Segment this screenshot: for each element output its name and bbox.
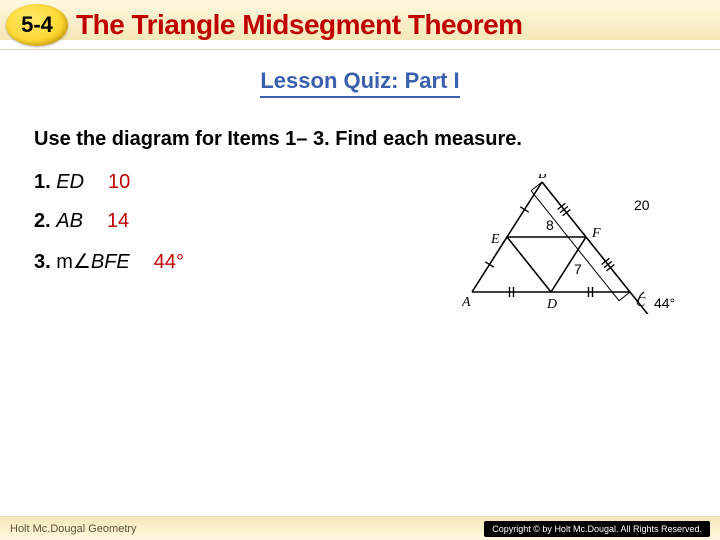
instructions: Use the diagram for Items 1– 3. Find eac…	[34, 126, 594, 153]
item-label: m∠BFE	[56, 251, 130, 273]
svg-text:B: B	[538, 174, 547, 182]
item-answer: 10	[108, 171, 130, 194]
svg-text:F: F	[591, 226, 601, 241]
footer: Holt Mc.Dougal Geometry Copyright © by H…	[0, 516, 720, 540]
svg-text:8: 8	[546, 217, 554, 233]
svg-text:20: 20	[634, 197, 650, 213]
footer-left: Holt Mc.Dougal Geometry	[10, 523, 137, 535]
content-region: Use the diagram for Items 1– 3. Find eac…	[0, 98, 720, 274]
footer-copyright: Copyright © by Holt Mc.Dougal. All Right…	[484, 521, 710, 537]
item-answer: 14	[107, 210, 129, 233]
svg-text:A: A	[462, 295, 471, 310]
item-number: 2.	[34, 210, 51, 232]
svg-text:44°: 44°	[654, 295, 675, 311]
item-label: ED	[56, 171, 84, 193]
svg-text:7: 7	[574, 261, 582, 277]
item-label: AB	[56, 210, 83, 232]
svg-text:C: C	[636, 295, 646, 310]
section-badge: 5-4	[6, 4, 68, 46]
subtitle-wrap: Lesson Quiz: Part I	[0, 68, 720, 98]
section-number: 5-4	[21, 12, 53, 38]
item-answer: 44°	[154, 251, 184, 274]
svg-text:D: D	[546, 297, 557, 312]
page-title: The Triangle Midsegment Theorem	[76, 9, 523, 41]
triangle-diagram: A B C D E F 8 7 20 44°	[462, 174, 692, 314]
svg-text:E: E	[490, 232, 500, 247]
item-number: 1.	[34, 171, 51, 193]
item-number: 3.	[34, 251, 51, 273]
header: 5-4 The Triangle Midsegment Theorem	[0, 0, 720, 50]
copyright-text: Copyright © by Holt Mc.Dougal. All Right…	[492, 524, 702, 534]
subtitle: Lesson Quiz: Part I	[260, 68, 459, 98]
